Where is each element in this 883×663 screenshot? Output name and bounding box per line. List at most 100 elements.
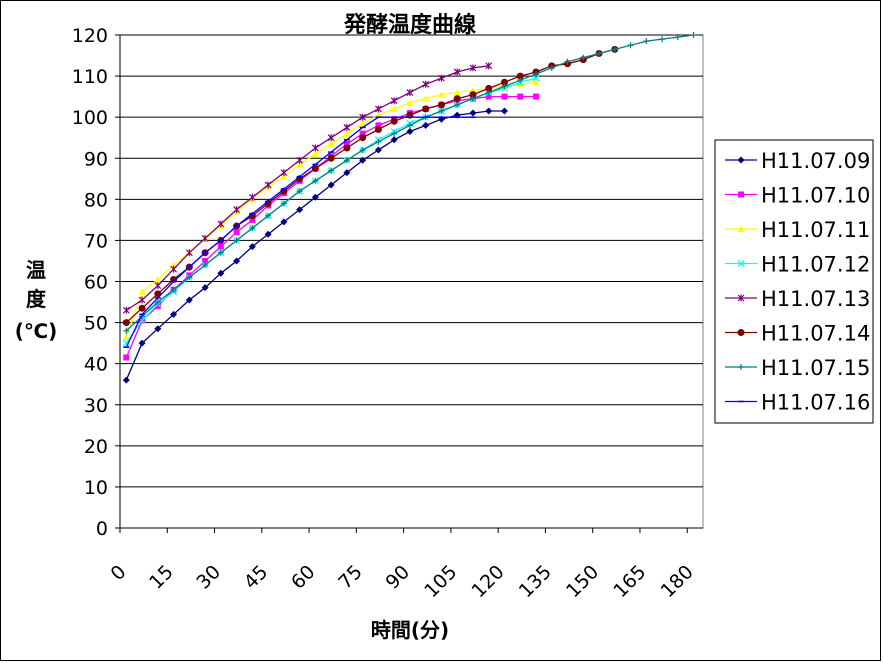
x-tick-label: 15 [145, 561, 178, 594]
data-point [233, 237, 240, 244]
data-point [406, 99, 414, 106]
data-point [738, 364, 744, 370]
data-point [375, 138, 382, 145]
x-tick-label: 165 [609, 561, 650, 602]
data-point [532, 78, 540, 86]
legend-item: H11.07.15 [725, 356, 870, 380]
x-tick-label: 45 [240, 561, 273, 594]
data-point [201, 284, 209, 292]
data-point [138, 288, 146, 295]
data-point [737, 156, 745, 164]
data-point [516, 80, 524, 88]
data-point [469, 109, 477, 117]
data-point [454, 101, 461, 108]
data-point [485, 107, 493, 115]
data-point [296, 188, 303, 195]
plot-area: 0 10 20 30 40 50 60 70 80 90 100 110 120 0 15 30 45 60 75 9… [72, 25, 704, 602]
data-point [532, 71, 539, 78]
data-point [453, 89, 461, 96]
data-point [643, 38, 650, 45]
data-point [737, 329, 745, 336]
data-point [170, 310, 178, 318]
data-point [485, 62, 493, 70]
x-axis-label: 時間(分) [371, 618, 449, 642]
data-point [154, 275, 162, 283]
data-point [311, 165, 319, 173]
data-point [343, 123, 351, 131]
data-point [390, 117, 398, 125]
data-point [296, 156, 304, 164]
data-point [233, 229, 240, 236]
data-point [343, 140, 350, 147]
data-point [311, 150, 319, 158]
legend-label: H11.07.16 [761, 391, 870, 415]
legend-label: H11.07.15 [761, 356, 870, 380]
x-tick-label: 135 [515, 561, 556, 602]
data-point [469, 91, 477, 99]
data-point [485, 93, 492, 100]
legend-label: H11.07.13 [761, 287, 870, 311]
data-point [122, 339, 130, 347]
legend-item: H11.07.10 [725, 184, 870, 208]
data-point [469, 64, 477, 72]
data-point [406, 89, 414, 97]
x-tick-label: 150 [562, 561, 603, 602]
data-point [375, 122, 382, 129]
data-point [469, 95, 476, 102]
data-point [311, 193, 319, 201]
data-point [374, 146, 382, 154]
data-point [248, 243, 256, 251]
data-point [501, 83, 508, 90]
y-tick-label: 70 [84, 230, 108, 252]
data-point [437, 91, 445, 98]
data-point [406, 122, 413, 129]
data-point [674, 34, 681, 41]
data-point [265, 212, 272, 219]
data-point [611, 46, 618, 53]
y-tick-label: 90 [84, 148, 108, 170]
data-point [438, 74, 445, 82]
data-point [737, 294, 745, 302]
y-tick-label: 30 [84, 395, 108, 417]
data-point [343, 169, 351, 177]
x-tick-label: 60 [287, 561, 320, 594]
x-tick-label: 30 [192, 561, 225, 594]
data-point [327, 134, 335, 142]
data-point [186, 274, 193, 281]
x-tick-label: 75 [334, 561, 367, 594]
data-point [233, 257, 241, 265]
data-point [217, 243, 224, 250]
data-point [296, 206, 304, 214]
data-point [485, 89, 492, 96]
legend: H11.07.09 H11.07.10 H11.07.11 H11.07.12 H11.… [714, 139, 874, 424]
data-point [374, 105, 382, 113]
series-H11.07.13 [122, 62, 493, 314]
data-point [737, 260, 745, 267]
y-tick-label: 0 [96, 518, 108, 540]
y-tick-label: 10 [84, 477, 108, 499]
data-point [359, 130, 366, 137]
y-axis-label-unit: (℃) [15, 319, 58, 343]
data-point [264, 230, 272, 238]
legend-item: H11.07.16 [725, 391, 870, 415]
data-point [500, 107, 508, 115]
data-point [154, 303, 161, 310]
y-axis-label-char-1: 温 [26, 258, 46, 282]
data-point [516, 72, 524, 80]
data-point [737, 225, 745, 232]
y-tick-label: 80 [84, 189, 108, 211]
legend-label: H11.07.11 [761, 218, 870, 242]
data-point [359, 147, 366, 154]
data-point [154, 282, 162, 290]
data-point [532, 93, 539, 100]
data-point [453, 68, 461, 76]
data-point [374, 125, 382, 133]
data-point [327, 181, 335, 189]
y-tick-label: 60 [84, 272, 108, 294]
series-H11.07.15 [123, 32, 697, 334]
legend-label: H11.07.14 [761, 322, 870, 346]
data-point [154, 325, 162, 333]
data-point [500, 78, 508, 86]
legend-item: H11.07.09 [725, 149, 870, 173]
legend-item: H11.07.11 [725, 218, 870, 242]
